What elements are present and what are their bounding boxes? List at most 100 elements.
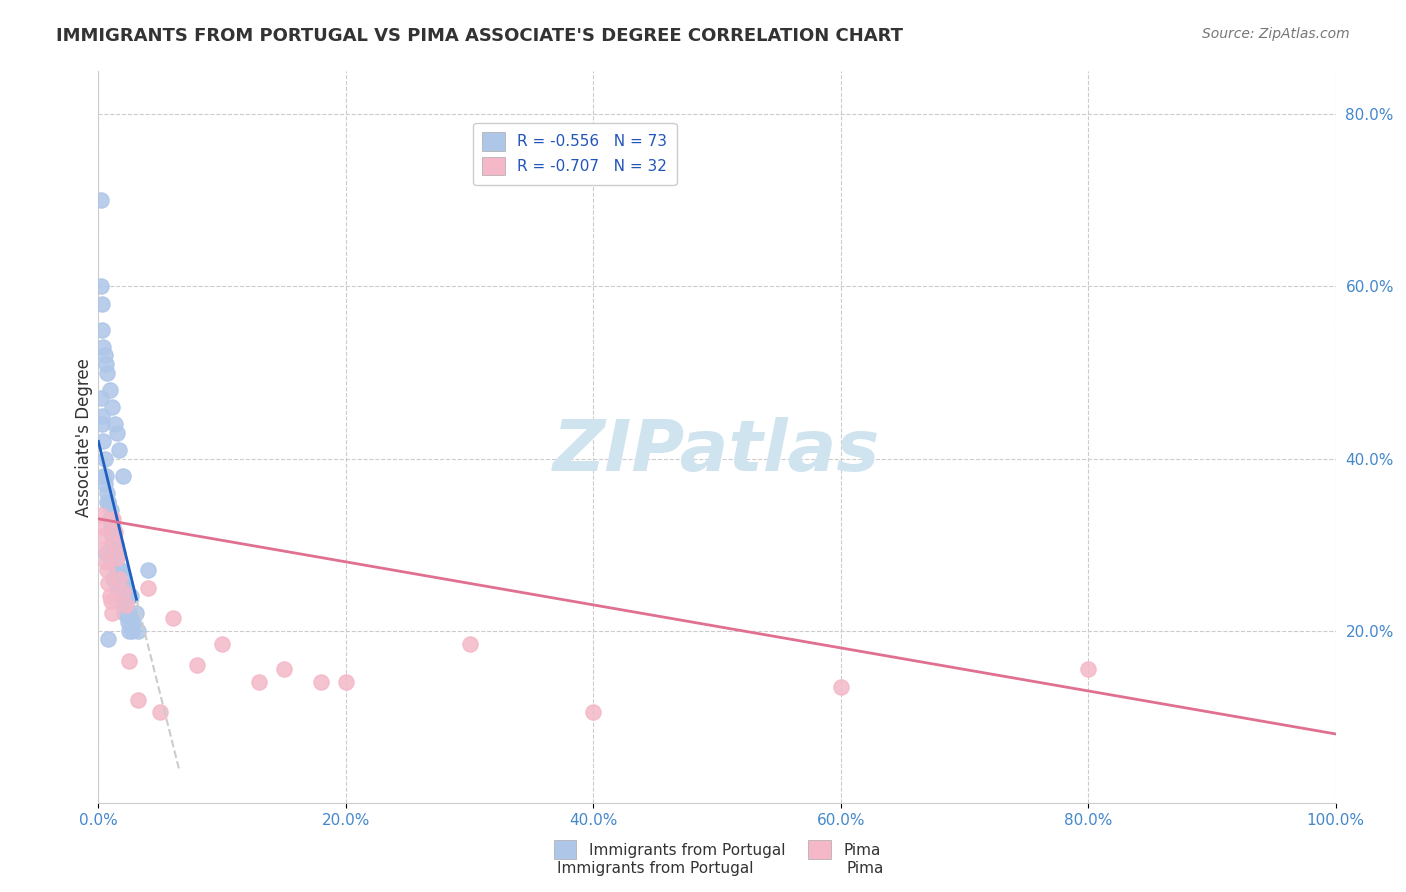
Point (108, 564, 131, 578)
Point (93, 468, 115, 483)
Point (105, 425, 128, 440)
Point (110, 589, 132, 603)
Point (105, 546, 128, 560)
Point (136, 564, 159, 578)
Point (100, 593, 122, 607)
Point (98, 512, 121, 526)
Point (103, 538, 125, 552)
Point (93, 451, 115, 466)
Point (114, 607, 136, 621)
Point (98, 383, 121, 397)
Point (100, 520, 122, 534)
Point (91, 409, 114, 423)
Point (186, 658, 208, 673)
Point (93, 541, 115, 556)
Point (97, 576, 120, 591)
Point (101, 529, 124, 543)
Point (105, 564, 128, 578)
Point (105, 550, 128, 565)
Point (112, 581, 135, 595)
Point (118, 654, 141, 668)
Point (127, 692, 149, 706)
Point (104, 538, 127, 552)
Point (112, 589, 135, 603)
Text: Immigrants from Portugal: Immigrants from Portugal (557, 862, 754, 876)
Point (118, 607, 141, 621)
Point (114, 581, 136, 595)
Point (96, 366, 118, 380)
Point (93, 529, 115, 543)
Point (94, 546, 117, 560)
Point (118, 624, 141, 638)
Point (103, 538, 125, 552)
Point (111, 572, 134, 586)
Point (149, 706, 172, 720)
Y-axis label: Associate's Degree: Associate's Degree (75, 358, 93, 516)
Point (91, 322, 114, 336)
Point (112, 598, 135, 612)
Point (105, 581, 128, 595)
Point (93, 340, 115, 354)
Point (115, 607, 138, 621)
Point (103, 417, 125, 432)
Point (90, 508, 112, 522)
Point (162, 611, 184, 625)
Point (104, 538, 127, 552)
Point (115, 589, 138, 603)
Point (108, 564, 131, 578)
Point (112, 468, 135, 483)
Point (103, 524, 125, 539)
Text: ZIPatlas: ZIPatlas (554, 417, 880, 486)
Point (96, 486, 118, 500)
Point (101, 520, 124, 534)
Point (100, 512, 122, 526)
Point (98, 512, 121, 526)
Point (108, 572, 131, 586)
Point (91, 417, 114, 432)
Point (94, 357, 117, 371)
Point (91, 520, 114, 534)
Point (97, 632, 120, 647)
Point (112, 607, 135, 621)
Point (136, 581, 159, 595)
Point (120, 615, 142, 629)
Point (107, 546, 129, 560)
Point (110, 589, 132, 603)
Point (127, 624, 149, 638)
Point (101, 400, 124, 414)
Point (91, 296, 114, 310)
Point (100, 503, 122, 517)
Text: IMMIGRANTS FROM PORTUGAL VS PIMA ASSOCIATE'S DEGREE CORRELATION CHART: IMMIGRANTS FROM PORTUGAL VS PIMA ASSOCIA… (56, 27, 903, 45)
Point (122, 615, 145, 629)
Point (107, 572, 129, 586)
Point (120, 589, 142, 603)
Point (103, 512, 125, 526)
Point (98, 555, 121, 569)
Point (96, 494, 118, 508)
Point (117, 615, 139, 629)
Point (94, 468, 117, 483)
Point (104, 538, 127, 552)
Point (582, 706, 605, 720)
Point (309, 675, 332, 690)
Point (93, 434, 115, 449)
Point (112, 585, 135, 599)
Point (830, 680, 852, 694)
Point (458, 637, 481, 651)
Point (94, 555, 117, 569)
Point (247, 675, 270, 690)
Point (1077, 662, 1099, 676)
Point (90, 392, 112, 406)
Point (110, 564, 132, 578)
Point (97, 494, 120, 508)
Text: Source: ZipAtlas.com: Source: ZipAtlas.com (1202, 27, 1350, 41)
Point (93, 348, 115, 362)
Point (335, 675, 357, 690)
Point (103, 572, 125, 586)
Point (101, 607, 124, 621)
Point (121, 624, 143, 638)
Point (90, 279, 112, 293)
Point (90, 194, 112, 208)
Point (103, 546, 125, 560)
Point (108, 442, 131, 457)
